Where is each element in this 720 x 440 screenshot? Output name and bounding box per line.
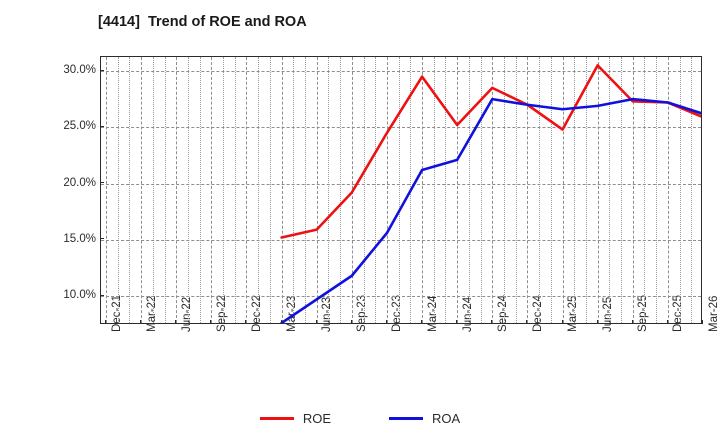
x-axis-tick-mark: [140, 320, 142, 324]
gridline-vertical-minor: [480, 57, 482, 323]
gridline-vertical-major: [176, 57, 178, 323]
x-axis-tick-mark: [315, 320, 317, 324]
gridline-vertical-major: [667, 57, 669, 323]
gridline-vertical-major: [632, 57, 634, 323]
gridline-vertical-major: [457, 57, 459, 323]
gridline-vertical-minor: [398, 57, 400, 323]
x-axis-tick-mark: [245, 320, 247, 324]
gridline-vertical-minor: [656, 57, 658, 323]
x-axis-tick-mark: [385, 320, 387, 324]
x-axis-tick-mark: [561, 320, 563, 324]
gridline-horizontal: [101, 239, 701, 241]
gridline-vertical-minor: [187, 57, 189, 323]
gridline-vertical-major: [281, 57, 283, 323]
gridline-vertical-minor: [328, 57, 330, 323]
gridline-vertical-major: [141, 57, 143, 323]
legend-swatch-roe: [259, 416, 294, 420]
y-axis-tick-label: 25.0%: [63, 120, 96, 133]
gridline-vertical-minor: [515, 57, 517, 323]
x-axis-tick-mark: [350, 320, 352, 324]
gridline-vertical-minor: [691, 57, 693, 323]
x-axis-tick-label: Mar-26: [707, 295, 720, 332]
series-line-roa: [280, 97, 701, 323]
gridline-vertical-minor: [340, 57, 342, 323]
x-axis-tick-mark: [702, 320, 703, 324]
gridline-vertical-major: [106, 57, 107, 323]
gridline-vertical-minor: [363, 57, 365, 323]
gridline-vertical-minor: [129, 57, 131, 323]
y-axis-tick-mark: [100, 125, 104, 127]
legend-swatch-roa: [389, 416, 423, 420]
gridline-vertical-minor: [234, 57, 236, 323]
series-line-roe: [280, 64, 701, 239]
gridline-vertical-minor: [621, 57, 623, 323]
y-axis-tick-label: 10.0%: [63, 289, 96, 301]
y-axis-tick-mark: [100, 69, 104, 71]
x-axis-tick-mark: [631, 320, 633, 324]
gridline-vertical-major: [597, 57, 599, 323]
y-axis-tick-label: 15.0%: [63, 232, 96, 245]
gridline-vertical-minor: [375, 57, 377, 323]
y-axis-tick-mark: [100, 294, 104, 296]
gridline-vertical-minor: [644, 57, 646, 323]
gridline-vertical-minor: [445, 57, 447, 323]
y-axis-tick-label: 20.0%: [63, 176, 96, 189]
gridline-vertical-major: [562, 57, 564, 323]
gridline-vertical-major: [492, 57, 494, 323]
gridline-vertical-minor: [199, 57, 201, 323]
x-axis-tick-mark: [666, 320, 668, 324]
gridline-vertical-minor: [539, 57, 541, 323]
gridline-vertical-minor: [117, 57, 119, 323]
x-axis-tick-mark: [105, 320, 106, 324]
gridline-horizontal: [101, 127, 701, 129]
legend-entry-roe[interactable]: ROE: [259, 410, 331, 426]
gridline-horizontal: [101, 183, 701, 185]
gridline-vertical-minor: [269, 57, 271, 323]
gridline-vertical-major: [527, 57, 529, 323]
gridline-horizontal: [101, 71, 701, 72]
x-axis-tick-mark: [491, 320, 493, 324]
gridline-vertical-minor: [293, 57, 295, 323]
chart-legend: ROE ROA: [0, 404, 720, 432]
legend-label: ROA: [432, 410, 461, 426]
gridline-vertical-minor: [679, 57, 681, 323]
gridline-vertical-minor: [504, 57, 505, 323]
y-axis-tick-mark: [100, 238, 104, 240]
gridline-vertical-major: [422, 57, 424, 323]
x-axis-tick-mark: [596, 320, 598, 324]
x-axis-tick-mark: [526, 320, 528, 324]
gridline-vertical-major: [211, 57, 213, 323]
gridline-vertical-minor: [574, 57, 576, 323]
y-axis-tick-label: 30.0%: [63, 64, 96, 76]
plot-area: [100, 56, 702, 324]
gridline-vertical-minor: [152, 57, 154, 323]
chart-title: [4414] Trend of ROE and ROA: [98, 14, 307, 30]
y-axis-tick-mark: [100, 182, 104, 183]
gridline-vertical-minor: [223, 57, 225, 323]
x-axis-tick-mark: [210, 320, 212, 324]
x-axis-tick-mark: [175, 320, 177, 324]
gridline-vertical-major: [316, 57, 318, 323]
gridline-vertical-minor: [305, 57, 306, 323]
legend-label: ROE: [302, 410, 331, 426]
series-lines: [280, 64, 701, 323]
gridline-vertical-minor: [585, 57, 587, 323]
gridline-horizontal: [101, 296, 701, 297]
x-axis-tick-mark: [456, 320, 458, 324]
gridline-vertical-minor: [164, 57, 166, 323]
gridline-vertical-minor: [258, 57, 260, 323]
gridline-vertical-minor: [609, 57, 611, 323]
gridline-vertical-minor: [468, 57, 470, 323]
x-axis-tick-mark: [421, 320, 423, 324]
legend-entry-roa[interactable]: ROA: [389, 411, 460, 426]
gridline-vertical-minor: [550, 57, 552, 323]
gridline-vertical-major: [386, 57, 388, 323]
gridline-vertical-minor: [433, 57, 435, 323]
gridline-vertical-major: [246, 57, 248, 323]
